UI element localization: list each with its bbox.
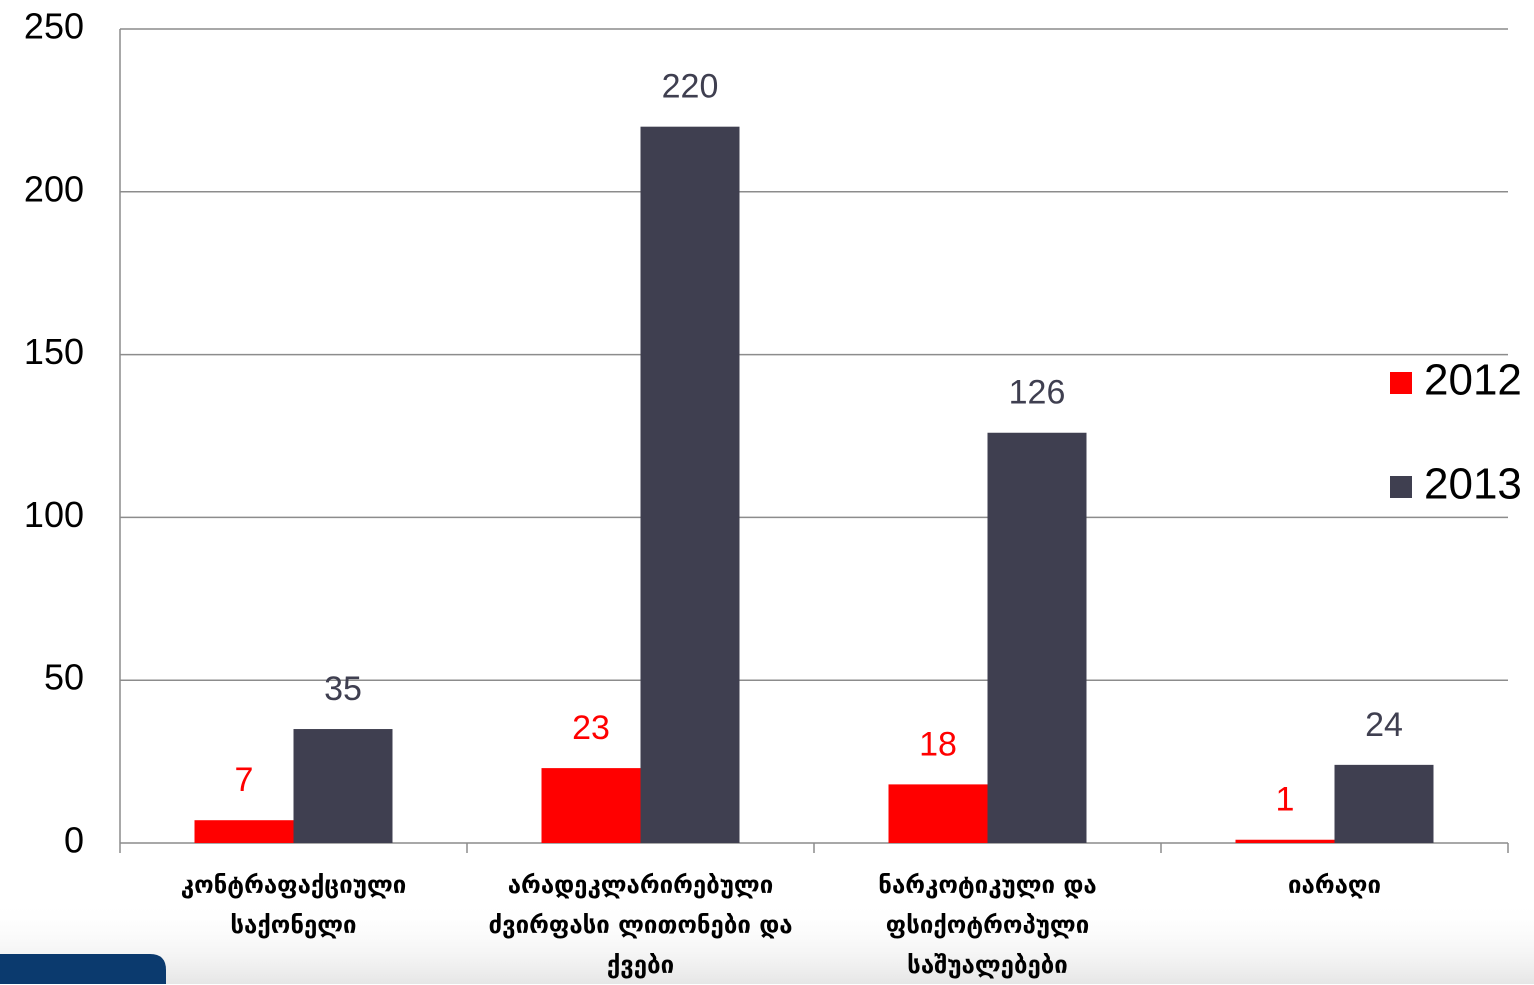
data-label: 1 [1276,781,1295,819]
legend-label: 2013 [1424,460,1522,509]
legend-swatch [1390,372,1412,394]
y-tick-label: 200 [24,168,84,209]
x-tick-label: კონტრაფაქციული საქონელი [180,871,407,939]
y-tick-label: 250 [24,6,84,47]
bar [640,126,740,844]
bar [987,432,1087,843]
footer-tab [0,954,166,984]
legend-swatch [1390,476,1412,498]
x-tick-label: იარაღი [1288,871,1381,899]
footer-fade [0,900,1534,984]
bar [293,729,393,843]
bar [888,784,988,843]
data-label: 126 [1009,374,1066,412]
data-label: 23 [572,709,610,747]
data-label: 24 [1365,706,1403,744]
bar [194,820,294,843]
y-tick-label: 100 [24,494,84,535]
data-label: 18 [919,725,957,763]
data-label: 35 [324,670,362,708]
legend-label: 2012 [1424,356,1522,405]
bar [541,768,641,843]
bar [1235,839,1335,843]
y-tick-label: 50 [44,657,84,698]
data-label: 7 [235,761,254,799]
x-tick-label: არადეკლარირებული ძვირფასი ლითონები და ქვ… [488,871,793,979]
bar [1334,764,1434,843]
y-tick-label: 150 [24,331,84,372]
x-tick-label: ნარკოტიკული და ფსიქოტროპული საშუალებები [878,871,1097,979]
y-tick-label: 0 [64,820,84,861]
data-label: 220 [662,68,719,106]
